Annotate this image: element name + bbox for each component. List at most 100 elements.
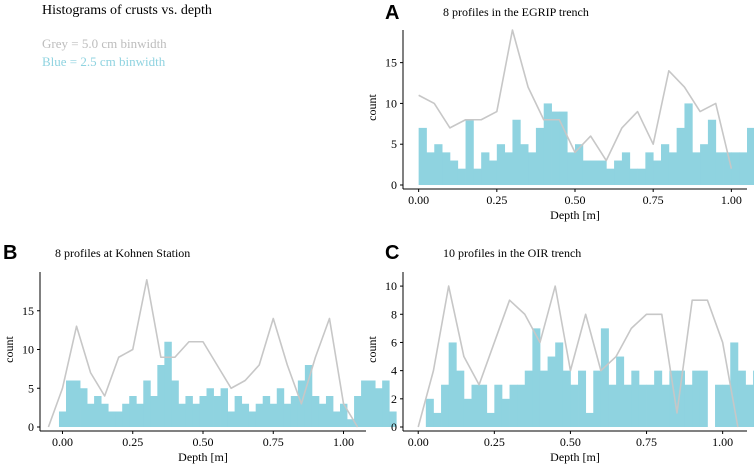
y-tick-label: 6 — [391, 335, 397, 349]
x-tick-label: 0.75 — [636, 435, 657, 449]
bar — [418, 127, 427, 185]
y-tick-label: 4 — [391, 364, 397, 378]
bar — [108, 411, 116, 427]
x-tick-label: 0.00 — [52, 435, 73, 449]
bar — [269, 403, 278, 427]
bar — [332, 411, 341, 427]
bar — [73, 380, 81, 427]
bar — [354, 396, 362, 427]
bar — [368, 380, 376, 427]
y-tick-label: 5 — [28, 381, 34, 395]
legend-blue: Blue = 2.5 cm binwidth — [42, 54, 166, 69]
bar — [669, 370, 678, 427]
bar — [528, 152, 537, 185]
panel-c-y-label: count — [365, 336, 379, 363]
bar — [608, 384, 617, 427]
bar — [304, 365, 313, 427]
bar — [509, 384, 518, 427]
bar — [582, 160, 592, 185]
bar — [456, 370, 465, 427]
bar — [94, 396, 102, 427]
panel-c-oir: 10 profiles in the OIR trench 0 2 4 6 8 10 0.0… — [365, 246, 754, 464]
panel-b-title: 8 profiles at Kohnen Station — [55, 246, 190, 260]
bar — [535, 127, 545, 185]
bar — [465, 119, 474, 185]
bar — [646, 384, 655, 427]
bar — [747, 127, 754, 185]
bar — [136, 403, 144, 427]
bar — [638, 384, 647, 427]
bar — [115, 411, 123, 427]
x-tick-label: 1.00 — [712, 435, 733, 449]
bar — [623, 384, 632, 427]
x-tick-label: 0.25 — [486, 193, 507, 207]
panel-a-grey-line — [418, 29, 733, 169]
y-tick-label: 0 — [28, 420, 34, 434]
panel-b-y-label: count — [2, 336, 16, 363]
bar — [684, 103, 693, 185]
bar — [585, 412, 594, 427]
panel-c-grey-line — [417, 285, 739, 428]
bar — [425, 398, 434, 427]
bar — [676, 127, 685, 185]
bar — [532, 328, 541, 427]
bar — [722, 384, 731, 427]
bar — [715, 384, 724, 427]
bar — [489, 160, 498, 185]
bar — [737, 370, 746, 427]
bar — [129, 396, 137, 427]
bar — [122, 403, 130, 427]
bar — [347, 419, 355, 427]
bar — [213, 396, 221, 427]
bar — [234, 396, 243, 427]
y-tick-label: 15 — [385, 56, 397, 70]
bar — [692, 370, 701, 427]
bar — [143, 380, 151, 427]
x-tick-label: 0.50 — [193, 435, 214, 449]
bar — [614, 160, 623, 185]
bar — [340, 403, 348, 427]
bar — [290, 396, 299, 427]
bar — [325, 396, 334, 427]
x-tick-label: 0.50 — [565, 193, 586, 207]
bar — [318, 403, 327, 427]
bar — [504, 152, 513, 185]
bar — [699, 370, 708, 427]
panel-b-kohnen: 8 profiles at Kohnen Station 0 5 10 15 0.00 0… — [2, 246, 397, 464]
bar — [547, 356, 556, 427]
panel-c-bars — [425, 328, 754, 427]
y-tick-label: 2 — [391, 392, 397, 406]
x-tick-label: 0.25 — [484, 435, 505, 449]
bar — [676, 370, 685, 427]
x-tick-label: 0.00 — [408, 435, 429, 449]
panel-c-x-label: Depth [m] — [550, 450, 600, 464]
bar — [80, 388, 88, 427]
bar — [58, 411, 67, 427]
bar — [441, 384, 450, 427]
bar — [661, 384, 670, 427]
bar — [206, 388, 214, 427]
bar — [512, 119, 521, 185]
panel-a-title: 8 profiles in the EGRIP trench — [443, 5, 589, 19]
y-tick-label: 0 — [391, 420, 397, 434]
panel-b-bars — [58, 341, 397, 427]
bar — [276, 388, 285, 427]
bar — [590, 160, 599, 185]
bar — [520, 144, 529, 185]
bar — [449, 160, 459, 185]
bar — [171, 380, 179, 427]
bar — [311, 396, 320, 427]
figure-title: Histograms of crusts vs. depth — [42, 3, 212, 18]
bar — [593, 370, 602, 427]
bar — [631, 370, 640, 427]
bar — [494, 384, 503, 427]
bar — [692, 152, 701, 185]
bar — [555, 342, 564, 427]
bar — [463, 398, 472, 427]
bar — [621, 152, 631, 185]
bar — [192, 403, 200, 427]
bar — [645, 152, 654, 185]
x-tick-label: 1.00 — [333, 435, 354, 449]
bar — [496, 144, 506, 185]
bar — [598, 160, 607, 185]
